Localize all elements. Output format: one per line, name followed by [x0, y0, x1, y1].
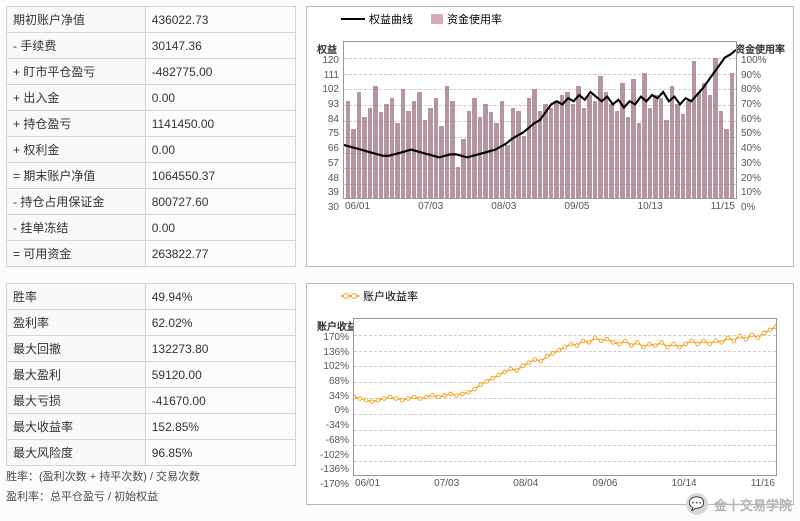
equity-chart-panel: 权益曲线 资金使用率 权益 资金使用率 12011110293847566574… — [306, 6, 794, 267]
row-value: 59120.00 — [145, 362, 295, 388]
row-value: 0.00 — [145, 85, 295, 111]
row-value: 0.00 — [145, 215, 295, 241]
chart1-yright-label: 资金使用率 — [735, 41, 785, 56]
row-label: - 持仓占用保证金 — [7, 189, 146, 215]
row-value: 96.85% — [145, 440, 295, 466]
table-row: = 可用资金263822.77 — [7, 241, 296, 267]
chart1-x-axis: 06/0107/0308/0309/0510/1311/15 — [343, 199, 737, 212]
row-label: - 手续费 — [7, 33, 146, 59]
row-label: - 挂单冻结 — [7, 215, 146, 241]
table-row: - 手续费30147.36 — [7, 33, 296, 59]
row-label: 最大收益率 — [7, 414, 146, 440]
row-label: + 持仓盈亏 — [7, 111, 146, 137]
table-row: 胜率49.94% — [7, 284, 296, 310]
row-label: = 期末账户净值 — [7, 163, 146, 189]
legend-bar-label: 资金使用率 — [447, 11, 502, 27]
chart1-y-left: 1201111029384756657483930 — [315, 55, 339, 213]
wechat-icon: 💬 — [686, 493, 708, 515]
row-label: = 可用资金 — [7, 241, 146, 267]
table-row: + 权利金0.00 — [7, 137, 296, 163]
chart1-line — [344, 42, 736, 198]
row-value: 49.94% — [145, 284, 295, 310]
row-value: 1141450.00 — [145, 111, 295, 137]
table-row: + 盯市平仓盈亏-482775.00 — [7, 59, 296, 85]
chart2-x-axis: 06/0107/0308/0409/0610/1411/16 — [353, 476, 777, 489]
table-row: 最大回撤132273.80 — [7, 336, 296, 362]
return-chart-panel: 账户收益率 账户收益率 170%136%102%68%34%0%-34%-68%… — [306, 283, 794, 505]
footnote-2: 盈利率：总平仓盈亏 / 初始权益 — [6, 489, 296, 506]
footnote-1: 胜率：(盈利次数 + 持平次数) / 交易次数 — [6, 469, 296, 486]
table-row: 期初账户净值436022.73 — [7, 7, 296, 33]
table-row: - 挂单冻结0.00 — [7, 215, 296, 241]
table-row: - 持仓占用保证金800727.60 — [7, 189, 296, 215]
row-label: 最大亏损 — [7, 388, 146, 414]
watermark: 💬 金十交易学院 — [686, 493, 792, 515]
watermark-text: 金十交易学院 — [714, 495, 792, 514]
table-row: 最大亏损-41670.00 — [7, 388, 296, 414]
row-value: 152.85% — [145, 414, 295, 440]
row-value: 30147.36 — [145, 33, 295, 59]
table-row: 最大收益率152.85% — [7, 414, 296, 440]
chart2-y-left: 170%136%102%68%34%0%-34%-68%-102%-136%-1… — [311, 332, 349, 490]
table-row: 最大盈利59120.00 — [7, 362, 296, 388]
table-row: = 期末账户净值1064550.37 — [7, 163, 296, 189]
table-row: + 持仓盈亏1141450.00 — [7, 111, 296, 137]
chart1-legend: 权益曲线 资金使用率 — [311, 11, 785, 27]
row-value: 132273.80 — [145, 336, 295, 362]
row-value: 62.02% — [145, 310, 295, 336]
table-row: 最大风险度96.85% — [7, 440, 296, 466]
row-label: 最大盈利 — [7, 362, 146, 388]
row-value: 0.00 — [145, 137, 295, 163]
row-label: 最大风险度 — [7, 440, 146, 466]
row-label: + 盯市平仓盈亏 — [7, 59, 146, 85]
table-row: 盈利率62.02% — [7, 310, 296, 336]
chart1-yleft-label: 权益 — [317, 41, 337, 56]
row-value: 263822.77 — [145, 241, 295, 267]
row-label: 盈利率 — [7, 310, 146, 336]
row-value: 436022.73 — [145, 7, 295, 33]
row-label: 胜率 — [7, 284, 146, 310]
stats-table: 胜率49.94%盈利率62.02%最大回撤132273.80最大盈利59120.… — [6, 283, 296, 466]
row-value: 1064550.37 — [145, 163, 295, 189]
row-label: + 出入金 — [7, 85, 146, 111]
row-value: -482775.00 — [145, 59, 295, 85]
legend-return-label: 账户收益率 — [363, 288, 418, 304]
chart2-line — [354, 319, 776, 475]
row-value: 800727.60 — [145, 189, 295, 215]
account-summary-table: 期初账户净值436022.73- 手续费30147.36+ 盯市平仓盈亏-482… — [6, 6, 296, 267]
chart2-plot — [353, 318, 777, 476]
legend-return-icon — [341, 295, 359, 297]
legend-bar-icon — [431, 14, 443, 24]
row-label: 最大回撤 — [7, 336, 146, 362]
legend-line-icon — [341, 18, 365, 20]
chart2-legend: 账户收益率 — [311, 288, 785, 304]
chart1-plot — [343, 41, 737, 199]
legend-line-label: 权益曲线 — [369, 11, 413, 27]
row-label: 期初账户净值 — [7, 7, 146, 33]
row-value: -41670.00 — [145, 388, 295, 414]
chart1-y-right: 100%90%80%70%60%50%40%30%20%10%0% — [741, 55, 777, 213]
table-row: + 出入金0.00 — [7, 85, 296, 111]
row-label: + 权利金 — [7, 137, 146, 163]
